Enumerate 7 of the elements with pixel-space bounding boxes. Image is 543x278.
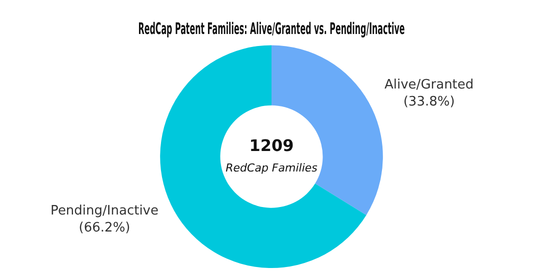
chart-title: RedCap Patent Families: Alive/Granted vs. Pending/Inactive [138, 18, 405, 38]
data-label: (66.2%) [78, 220, 130, 236]
slice-label: Pending/Inactive [50, 204, 158, 219]
text: 1209 [249, 136, 294, 155]
data-label: (33.8%) [403, 94, 455, 110]
slice-label: Alive/Granted [384, 77, 474, 92]
text: RedCap Families [226, 161, 318, 174]
